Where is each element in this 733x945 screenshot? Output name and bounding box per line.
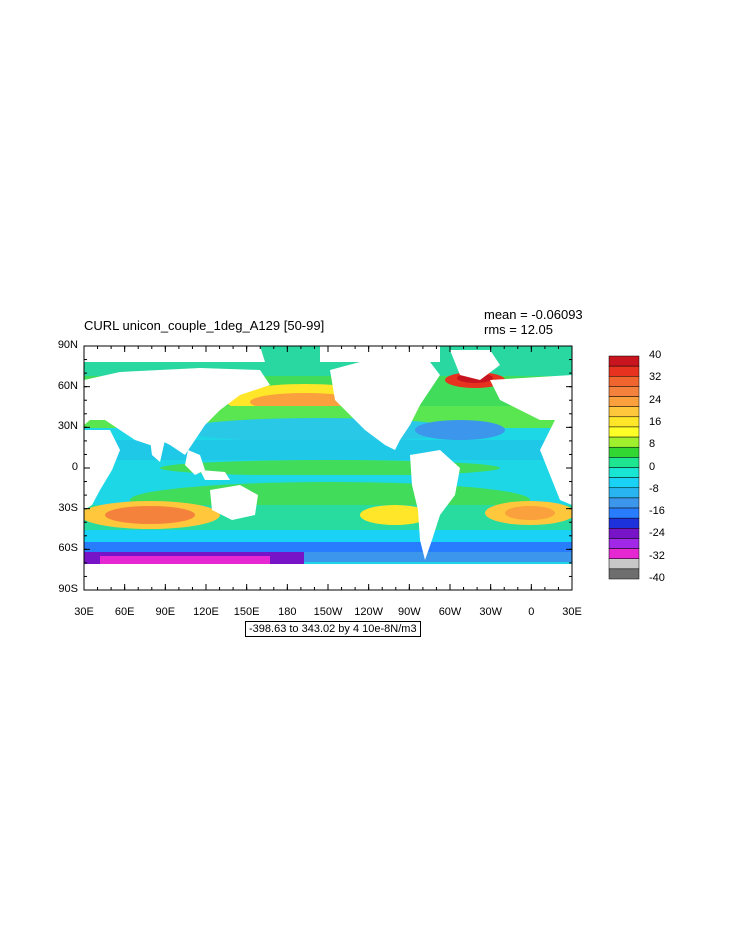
contour-range-label: -398.63 to 343.02 by 4 10e-8N/m3 bbox=[245, 621, 421, 637]
y-tick-label: 60S bbox=[58, 542, 78, 555]
colorbar-label: -8 bbox=[649, 482, 659, 495]
colorbar-label: 32 bbox=[649, 371, 662, 384]
rms-stat: rms = 12.05 bbox=[484, 322, 554, 337]
x-tick-label: 0 bbox=[528, 606, 535, 618]
colorbar-swatch bbox=[608, 416, 640, 428]
colorbar-label: 8 bbox=[649, 438, 656, 451]
colorbar-swatch bbox=[608, 365, 640, 377]
mean-stat: mean = -0.06093 bbox=[484, 307, 583, 322]
colorbar-swatch bbox=[608, 386, 640, 397]
x-tick-label: 120E bbox=[193, 606, 219, 618]
colorbar-swatch bbox=[608, 406, 640, 418]
colorbar-swatch bbox=[608, 396, 640, 407]
colorbar-swatch bbox=[608, 538, 640, 549]
colorbar-label: -32 bbox=[649, 549, 665, 562]
colorbar-label: 24 bbox=[649, 393, 662, 406]
colorbar bbox=[608, 355, 640, 580]
x-tick-label: 30W bbox=[479, 606, 502, 618]
colorbar-swatch bbox=[608, 446, 640, 458]
y-tick-label: 0 bbox=[71, 461, 78, 473]
x-tick-label: 180 bbox=[278, 606, 297, 618]
x-tick-label: 60W bbox=[438, 606, 462, 618]
y-tick-label: 30S bbox=[58, 501, 78, 514]
colorbar-swatch bbox=[608, 457, 640, 468]
axis-ticks bbox=[83, 345, 573, 591]
colorbar-swatch bbox=[608, 548, 640, 559]
colorbar-swatch bbox=[608, 426, 640, 438]
colorbar-swatch bbox=[608, 568, 640, 580]
x-tick-label: 120W bbox=[354, 606, 384, 618]
colorbar-swatch bbox=[608, 477, 640, 489]
ocean-field bbox=[84, 346, 572, 590]
x-tick-label: 60E bbox=[114, 606, 135, 618]
x-tick-label: 30E bbox=[74, 606, 94, 618]
colorbar-label: -24 bbox=[649, 527, 665, 540]
y-tick-label: 30N bbox=[57, 420, 78, 433]
x-tick-label: 30E bbox=[562, 606, 582, 618]
colorbar-swatch bbox=[608, 517, 640, 529]
colorbar-label: 0 bbox=[649, 460, 656, 473]
colorbar-swatch bbox=[608, 376, 640, 387]
colorbar-label: -16 bbox=[649, 505, 665, 518]
colorbar-swatch bbox=[608, 355, 640, 367]
colorbar-swatch bbox=[608, 467, 640, 478]
colorbar-swatch bbox=[608, 436, 640, 448]
plot-title: CURL unicon_couple_1deg_A129 [50-99] bbox=[84, 318, 325, 333]
y-tick-label: 90S bbox=[58, 583, 78, 595]
colorbar-label: 40 bbox=[649, 349, 662, 361]
colorbar-swatch bbox=[608, 487, 640, 499]
x-tick-label: 150E bbox=[233, 606, 260, 618]
colorbar-swatch bbox=[608, 528, 640, 539]
colorbar-swatch bbox=[608, 507, 640, 519]
colorbar-label: -40 bbox=[649, 572, 665, 584]
colorbar-swatch bbox=[608, 558, 640, 570]
colorbar-label: 16 bbox=[649, 415, 662, 428]
x-tick-label: 90E bbox=[155, 606, 176, 618]
x-tick-label: 150W bbox=[313, 606, 343, 618]
x-tick-label: 90W bbox=[398, 606, 421, 618]
y-tick-label: 90N bbox=[57, 339, 78, 351]
y-tick-label: 60N bbox=[57, 379, 78, 392]
colorbar-swatch bbox=[608, 497, 640, 509]
